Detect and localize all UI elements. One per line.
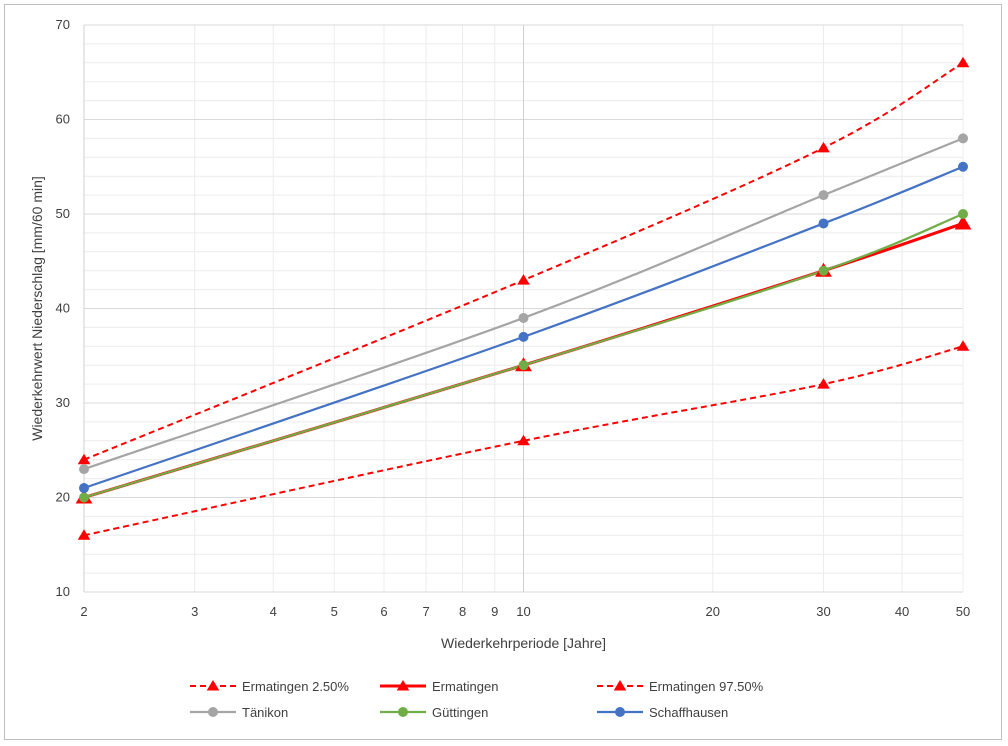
data-point-g-ttingen bbox=[79, 492, 89, 503]
data-point-ermatingen-2-50 bbox=[817, 378, 830, 389]
data-point-ermatingen-2-50 bbox=[77, 529, 91, 540]
legend-label: Schaffhausen bbox=[649, 705, 728, 720]
data-point-ermatingen-97-50 bbox=[817, 141, 830, 153]
legend-swatch-marker bbox=[398, 707, 408, 717]
y-tick-label: 20 bbox=[56, 490, 70, 505]
y-tick-label: 50 bbox=[56, 206, 70, 221]
legend-swatch-marker bbox=[615, 707, 625, 717]
x-tick-label: 9 bbox=[491, 604, 498, 619]
data-point-schaffhausen bbox=[518, 331, 529, 342]
x-tick-label: 2 bbox=[80, 604, 87, 619]
data-point-g-ttingen bbox=[958, 209, 968, 219]
legend-swatch-marker bbox=[613, 680, 627, 691]
legend-item-ermatingen: Ermatingen bbox=[380, 679, 498, 694]
x-tick-label: 4 bbox=[270, 604, 277, 619]
x-tick-label: 6 bbox=[380, 604, 387, 619]
legend-label: Güttingen bbox=[432, 705, 488, 720]
series-line-ermatingen-2-50 bbox=[83, 345, 964, 537]
data-point-schaffhausen bbox=[818, 218, 829, 229]
legend-swatch-marker bbox=[206, 680, 220, 691]
series-line-g-ttingen bbox=[83, 212, 964, 499]
data-point-ermatingen-2-50 bbox=[956, 340, 970, 351]
data-point-ermatingen-97-50 bbox=[956, 56, 970, 68]
data-point-ermatingen-97-50 bbox=[77, 453, 91, 465]
data-point-ermatingen bbox=[954, 215, 972, 230]
legend-item-ermatingen-97-50: Ermatingen 97.50% bbox=[597, 679, 764, 694]
x-tick-label: 50 bbox=[956, 604, 970, 619]
x-tick-label: 8 bbox=[459, 604, 466, 619]
axes: 10 20 30 40 50 60 70 2 3 4 5 6 7 8 9 10 20 30 40 50 bbox=[56, 17, 971, 619]
y-tick-label: 40 bbox=[56, 301, 70, 316]
data-point-schaffhausen bbox=[958, 161, 968, 172]
data-point-t-nikon bbox=[518, 312, 529, 323]
y-tick-label: 10 bbox=[56, 584, 70, 599]
y-tick-label: 30 bbox=[56, 395, 70, 410]
data-point-t-nikon bbox=[79, 464, 89, 475]
x-tick-label: 7 bbox=[422, 604, 429, 619]
legend-label: Ermatingen 97.50% bbox=[649, 679, 764, 694]
x-tick-label: 30 bbox=[816, 604, 830, 619]
x-tick-label: 20 bbox=[706, 604, 720, 619]
data-point-g-ttingen bbox=[518, 360, 529, 371]
legend-item-ermatingen-2-50: Ermatingen 2.50% bbox=[190, 679, 349, 694]
legend-item-t-nikon: Tänikon bbox=[190, 705, 288, 720]
data-point-g-ttingen bbox=[818, 265, 829, 276]
legend-item-schaffhausen: Schaffhausen bbox=[597, 705, 728, 720]
legend-label: Ermatingen 2.50% bbox=[242, 679, 349, 694]
data-point-schaffhausen bbox=[79, 483, 89, 494]
legend-swatch-marker bbox=[208, 707, 218, 717]
legend-item-g-ttingen: Güttingen bbox=[380, 705, 488, 720]
legend: Ermatingen 2.50% Ermatingen Ermatingen 97.… bbox=[190, 679, 764, 720]
series-line-t-nikon bbox=[83, 137, 964, 471]
x-tick-label: 5 bbox=[331, 604, 338, 619]
legend-swatch-marker bbox=[396, 680, 410, 691]
x-tick-label: 40 bbox=[895, 604, 909, 619]
series-lines bbox=[83, 61, 964, 537]
x-tick-label: 3 bbox=[191, 604, 198, 619]
y-tick-label: 60 bbox=[56, 112, 70, 127]
data-point-t-nikon bbox=[818, 190, 829, 201]
y-tick-label: 70 bbox=[56, 17, 70, 32]
data-point-t-nikon bbox=[958, 133, 968, 144]
series-line-schaffhausen bbox=[83, 165, 964, 490]
data-point-ermatingen-2-50 bbox=[517, 434, 530, 446]
series-line-ermatingen-97-50 bbox=[83, 61, 964, 461]
x-tick-label: 10 bbox=[516, 604, 530, 619]
legend-label: Ermatingen bbox=[432, 679, 498, 694]
legend-label: Tänikon bbox=[242, 705, 288, 720]
x-axis-title: Wiederkehrperiode [Jahre] bbox=[441, 635, 606, 651]
y-axis-title: Wiederkehrwert Niederschlag [mm/60 min] bbox=[29, 176, 45, 441]
data-point-ermatingen-97-50 bbox=[517, 274, 530, 285]
series-markers bbox=[75, 56, 972, 540]
